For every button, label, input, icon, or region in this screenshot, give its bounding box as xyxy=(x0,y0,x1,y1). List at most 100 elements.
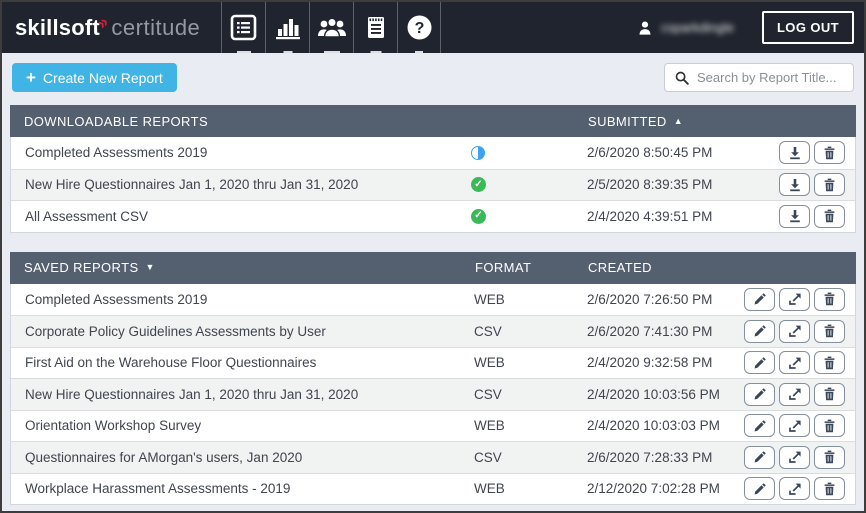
row-actions xyxy=(744,141,855,165)
nav-notepad-icon[interactable] xyxy=(353,2,397,53)
edit-button[interactable] xyxy=(744,287,775,311)
table-row: All Assessment CSV 2/4/2020 4:39:51 PM xyxy=(11,200,855,232)
download-button[interactable] xyxy=(779,173,810,197)
saved-reports-table: SAVED REPORTS ▼ FORMAT CREATED Completed… xyxy=(10,251,856,505)
export-button[interactable] xyxy=(779,287,810,311)
created-date: 2/6/2020 7:26:50 PM xyxy=(587,291,713,307)
pencil-icon xyxy=(754,451,766,463)
export-icon xyxy=(788,420,801,432)
search-box[interactable] xyxy=(664,63,854,92)
delete-button[interactable] xyxy=(814,319,845,343)
trash-icon xyxy=(824,356,835,369)
logout-button[interactable]: LOG OUT xyxy=(761,11,854,44)
delete-button[interactable] xyxy=(814,445,845,469)
trash-icon xyxy=(824,419,835,432)
format-column-header[interactable]: FORMAT xyxy=(475,260,532,275)
report-format: WEB xyxy=(474,481,505,497)
export-button[interactable] xyxy=(779,351,810,375)
nav-help-icon[interactable]: ? xyxy=(397,2,442,53)
edit-button[interactable] xyxy=(744,445,775,469)
delete-button[interactable] xyxy=(814,287,845,311)
download-icon xyxy=(789,178,800,191)
nav-reports-list-icon[interactable] xyxy=(221,2,265,53)
help-icon: ? xyxy=(407,15,432,40)
delete-button[interactable] xyxy=(814,477,845,501)
delete-button[interactable] xyxy=(814,204,845,228)
report-title: Completed Assessments 2019 xyxy=(25,291,208,307)
trash-icon xyxy=(824,292,835,306)
submitted-date: 2/6/2020 8:50:45 PM xyxy=(587,145,713,161)
edit-button[interactable] xyxy=(744,382,775,406)
delete-button[interactable] xyxy=(814,414,845,438)
edit-button[interactable] xyxy=(744,351,775,375)
delete-button[interactable] xyxy=(814,141,845,165)
row-actions xyxy=(744,287,855,311)
delete-button[interactable] xyxy=(814,351,845,375)
nav-bar-chart-icon[interactable] xyxy=(265,2,309,53)
toolbar: + Create New Report xyxy=(2,53,864,92)
table-row: Orientation Workshop Survey WEB 2/4/2020… xyxy=(11,409,855,441)
submitted-column-header[interactable]: SUBMITTED ▲ xyxy=(588,114,745,129)
status-complete-icon xyxy=(471,177,486,193)
saved-reports-title[interactable]: SAVED REPORTS ▼ xyxy=(10,260,465,275)
downloadable-reports-table: DOWNLOADABLE REPORTS SUBMITTED ▲ Complet… xyxy=(10,105,856,233)
delete-button[interactable] xyxy=(814,382,845,406)
users-icon xyxy=(317,17,346,38)
sort-desc-icon: ▼ xyxy=(145,262,155,272)
create-button-label: Create New Report xyxy=(42,69,163,86)
nav-icon-bar: ? xyxy=(221,2,442,53)
row-actions xyxy=(744,414,855,438)
downloadable-reports-header: DOWNLOADABLE REPORTS SUBMITTED ▲ xyxy=(10,105,856,137)
edit-button[interactable] xyxy=(744,477,775,501)
report-format: WEB xyxy=(474,418,505,434)
navbar: skillsoft » certitude xyxy=(2,2,864,53)
list-icon xyxy=(230,14,257,41)
trash-icon xyxy=(824,482,835,495)
nav-label-stub xyxy=(283,51,293,53)
trash-icon xyxy=(824,209,835,223)
trash-icon xyxy=(824,324,835,338)
edit-button[interactable] xyxy=(744,414,775,438)
saved-reports-rows: Completed Assessments 2019 WEB 2/6/2020 … xyxy=(10,283,856,505)
nav-label-stub xyxy=(236,51,251,53)
nav-users-icon[interactable] xyxy=(309,2,353,53)
download-button[interactable] xyxy=(779,141,810,165)
table-row: Completed Assessments 2019 WEB 2/6/2020 … xyxy=(11,283,855,315)
submitted-date: 2/4/2020 4:39:51 PM xyxy=(587,208,713,224)
report-title: Completed Assessments 2019 xyxy=(25,145,208,161)
brand-certitude: certitude xyxy=(111,14,201,40)
person-icon xyxy=(639,20,651,35)
pencil-icon xyxy=(754,293,766,305)
delete-button[interactable] xyxy=(814,173,845,197)
export-icon xyxy=(788,451,801,464)
pencil-icon xyxy=(754,356,766,369)
created-date: 2/12/2020 7:02:28 PM xyxy=(587,481,720,497)
report-title: New Hire Questionnaires Jan 1, 2020 thru… xyxy=(25,386,359,402)
download-button[interactable] xyxy=(779,204,810,228)
created-column-header[interactable]: CREATED xyxy=(588,260,745,275)
edit-button[interactable] xyxy=(744,319,775,343)
report-title: New Hire Questionnaires Jan 1, 2020 thru… xyxy=(25,177,359,193)
export-button[interactable] xyxy=(779,319,810,343)
created-date: 2/6/2020 7:28:33 PM xyxy=(587,449,713,465)
download-icon xyxy=(789,210,800,223)
row-actions xyxy=(744,319,855,343)
export-button[interactable] xyxy=(779,477,810,501)
report-title: Orientation Workshop Survey xyxy=(25,418,202,434)
svg-text:?: ? xyxy=(414,20,424,37)
create-new-report-button[interactable]: + Create New Report xyxy=(12,63,177,92)
report-title: First Aid on the Warehouse Floor Questio… xyxy=(25,355,317,371)
search-input[interactable] xyxy=(697,70,843,85)
pencil-icon xyxy=(754,388,766,400)
report-title: All Assessment CSV xyxy=(25,208,149,224)
section-title: DOWNLOADABLE REPORTS xyxy=(24,113,209,129)
table-row: Completed Assessments 2019 2/6/2020 8:50… xyxy=(11,137,855,169)
pencil-icon xyxy=(754,325,766,337)
trash-icon xyxy=(824,450,835,464)
export-button[interactable] xyxy=(779,414,810,438)
trash-icon xyxy=(824,387,835,401)
nav-label-stub xyxy=(370,51,382,53)
export-button[interactable] xyxy=(779,382,810,406)
report-format: CSV xyxy=(474,449,502,465)
export-button[interactable] xyxy=(779,445,810,469)
